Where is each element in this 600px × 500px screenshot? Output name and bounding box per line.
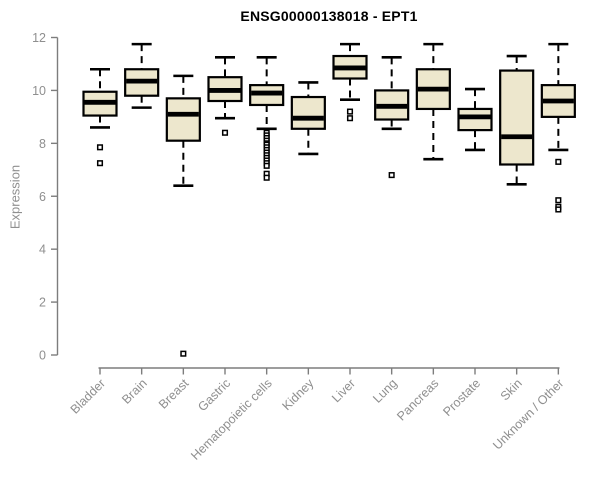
y-tick-label: 2 [39,296,46,310]
x-tick-label: Hematopoietic cells [188,376,275,463]
box-prostate [457,87,493,152]
box-breast [165,74,201,357]
outlier-point [346,115,354,122]
x-tick-label: Pancreas [394,376,441,423]
y-tick-label: 8 [39,137,46,151]
box-hematopoietic-cells [249,56,285,181]
y-tick-label: 6 [39,190,46,204]
y-tick-label: 4 [39,243,46,257]
x-tick-label: Unknown / Other [490,376,566,452]
x-tick-label: Skin [498,376,525,403]
y-tick-label: 12 [32,31,46,45]
outlier-point [263,174,270,181]
outlier-point [388,172,395,179]
outlier-point [346,108,354,115]
box-bladder [82,67,118,167]
x-tick-label: Liver [329,376,358,405]
outlier-point [555,197,562,204]
x-tick-label: Prostate [440,376,483,419]
y-axis-title: Expression [7,164,23,230]
box-kidney [290,81,326,156]
outlier-point [555,158,562,165]
iqr-box [499,69,535,166]
x-tick-label: Breast [156,376,192,412]
x-tick-label: Brain [119,376,150,407]
x-tick-label: Lung [370,376,400,406]
chart-title: ENSG00000138018 - EPT1 [240,8,418,24]
x-tick-label: Gastric [195,376,233,414]
y-tick-label: 0 [39,349,46,363]
outlier-point [555,206,562,213]
box-pancreas [415,42,451,161]
iqr-box [165,97,201,142]
box-skin [499,54,535,186]
box-brain [124,42,160,109]
iqr-box [290,95,326,130]
y-tick-label: 10 [32,84,46,98]
x-tick-label: Bladder [68,376,108,416]
outlier-point [180,350,187,357]
iqr-box [457,107,493,132]
box-gastric [207,56,243,136]
outlier-point [221,129,229,136]
box-liver [332,42,368,122]
y-axis: 0 2 4 6 8 10 12 [32,31,59,363]
x-tick-label: Kidney [280,376,317,413]
outlier-point [96,160,104,167]
outlier-point [263,162,270,169]
outlier-point [96,144,104,151]
box-lung [374,56,410,179]
box-unknown-other [540,42,576,213]
